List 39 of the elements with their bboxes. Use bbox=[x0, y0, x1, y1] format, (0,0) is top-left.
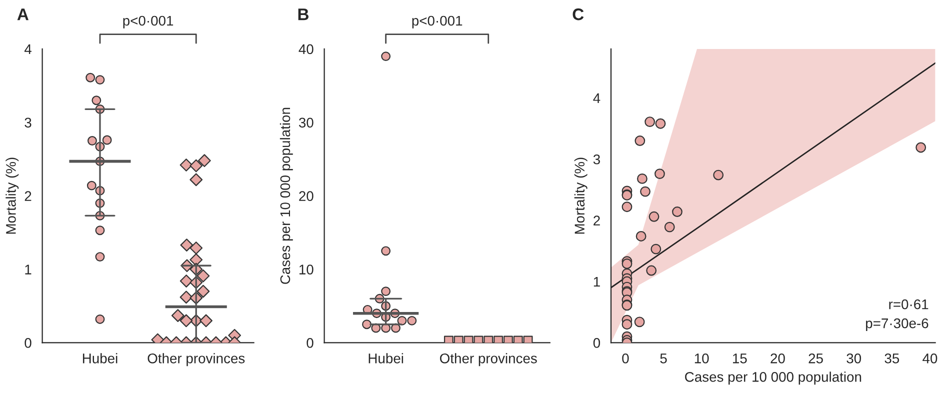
x-tick-label: 35 bbox=[884, 354, 900, 364]
y-tick-label: 0 bbox=[306, 338, 314, 348]
y-tick-label: 3 bbox=[593, 154, 600, 164]
annotation: r=0·61 bbox=[889, 299, 928, 310]
x-tick-label: 15 bbox=[732, 354, 747, 364]
x-tick-label: 40 bbox=[922, 354, 938, 364]
text: p<0·001 bbox=[123, 16, 174, 28]
x-tick-label: Hubei bbox=[368, 353, 404, 364]
annotation: p=7·30e-6 bbox=[866, 318, 928, 331]
y-tick-label: 2 bbox=[594, 216, 600, 226]
y-axis-title: Cases per 10 000 population bbox=[280, 108, 293, 284]
x-tick-label: Hubei bbox=[82, 353, 118, 364]
y-tick-label: 30 bbox=[298, 118, 314, 128]
x-tick-label: 30 bbox=[846, 354, 862, 364]
x-tick-label: 5 bbox=[660, 354, 667, 364]
x-tick-label: Other provinces bbox=[148, 353, 245, 366]
x-tick-label: 25 bbox=[808, 354, 823, 364]
y-tick-label: 1 bbox=[594, 276, 600, 287]
y-tick-label: 0 bbox=[24, 338, 32, 348]
chart-title: A bbox=[17, 8, 29, 20]
y-axis-title: Mortality (%) bbox=[574, 158, 588, 234]
x-tick-label: 0 bbox=[622, 354, 629, 364]
y-tick-label: 10 bbox=[299, 264, 314, 274]
y-tick-label: 20 bbox=[299, 191, 314, 202]
x-axis-title: Cases per 10 000 population bbox=[685, 372, 862, 385]
y-tick-label: 1 bbox=[25, 264, 32, 274]
chart-title: C bbox=[572, 8, 584, 20]
chart-title: B bbox=[298, 8, 309, 20]
y-tick-label: 0 bbox=[593, 338, 600, 348]
x-tick-label: Other provinces bbox=[440, 353, 537, 366]
y-axis-title: Mortality (%) bbox=[6, 158, 19, 234]
x-tick-label: 20 bbox=[770, 354, 785, 364]
y-tick-label: 4 bbox=[593, 93, 600, 103]
y-tick-label: 4 bbox=[24, 44, 32, 54]
y-tick-label: 40 bbox=[298, 44, 314, 54]
text: p<0·001 bbox=[412, 16, 462, 28]
x-tick-label: 10 bbox=[694, 354, 709, 364]
y-tick-label: 2 bbox=[24, 191, 32, 201]
y-tick-label: 3 bbox=[24, 118, 32, 128]
